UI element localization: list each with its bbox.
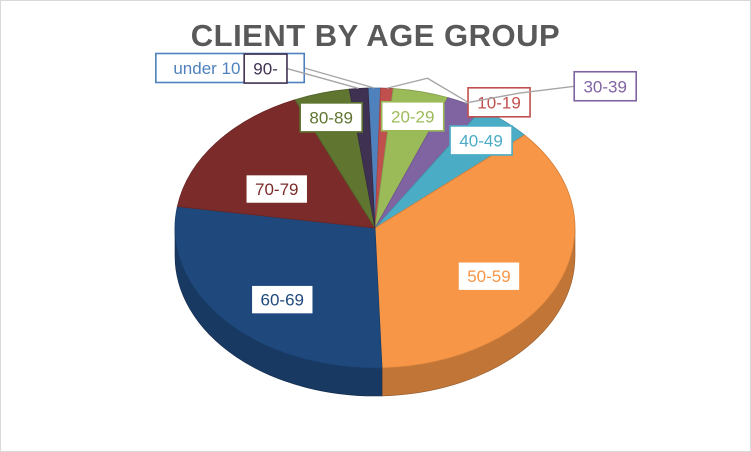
data-label: 60-69 (261, 291, 304, 310)
data-label: 90- (253, 60, 278, 79)
pie-slice-70-79 (176, 99, 376, 229)
data-label-box (250, 284, 315, 315)
data-label-box (299, 102, 363, 133)
data-label-box (243, 53, 288, 84)
data-label: 70-79 (255, 180, 298, 199)
data-label-box (449, 125, 513, 156)
leader-line (286, 67, 359, 90)
chart-title: CLIENT BY AGE GROUP (190, 18, 561, 53)
data-label-box (457, 260, 521, 292)
data-label: 80-89 (309, 108, 352, 127)
data-label: 30-39 (583, 77, 626, 96)
data-label-box (573, 70, 637, 102)
data-label: 40-49 (459, 131, 502, 150)
leader-line (465, 85, 575, 104)
leader-line (304, 67, 375, 89)
data-label: 10-19 (477, 93, 520, 112)
data-label: 50-59 (467, 267, 510, 286)
data-label-box (244, 173, 309, 205)
data-label: 20-29 (391, 107, 434, 126)
leader-line (386, 77, 469, 103)
data-label-box (380, 100, 445, 132)
pie-slice-50-59 (374, 134, 576, 369)
